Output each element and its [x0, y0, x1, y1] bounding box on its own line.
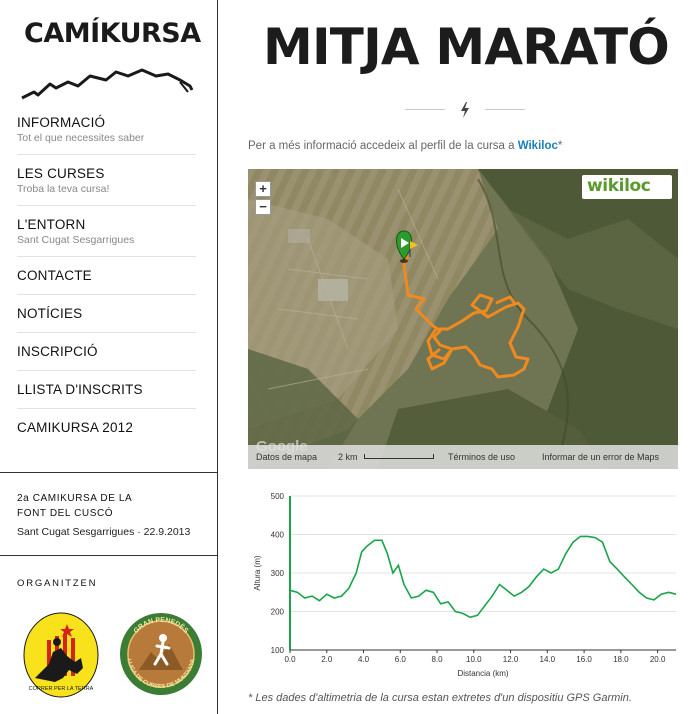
chart-x-tick-label: 4.0: [358, 655, 370, 664]
nav-item-camikursa-2012[interactable]: CAMIKURSA 2012: [17, 409, 196, 446]
nav-item-subtitle: Tot el que necessites saber: [17, 132, 145, 144]
svg-text:CORRER PER LA TERRA: CORRER PER LA TERRA: [29, 686, 94, 692]
intro-text: Per a més informació accedeix al perfil …: [248, 140, 562, 152]
route-track: [404, 278, 530, 379]
chart-ticks: 100 200 300 400 500 0.0 2.0 4.0 6.0 8.0 10.0 12.0 14…: [271, 492, 676, 664]
chart-y-tick-label: 300: [271, 569, 285, 578]
chart-y-tick-label: 500: [271, 492, 285, 501]
nav-item-inscripcio[interactable]: INSCRIPCIÓ: [17, 333, 196, 371]
zoom-in-button[interactable]: +: [255, 181, 271, 197]
map-scale-bar: [364, 454, 434, 459]
intro-text-body: Per a més informació accedeix al perfil …: [248, 140, 518, 152]
elevation-series-line: [289, 535, 677, 619]
mountain-line-icon: [21, 68, 194, 100]
nav-item-entorn[interactable]: L'ENTORN Sant Cugat Sesgarrigues: [17, 206, 196, 257]
nav-item-noticies[interactable]: NOTÍCIES: [17, 295, 196, 333]
nav-item-les-curses[interactable]: LES CURSES Troba la teva cursa!: [17, 155, 196, 206]
gran-penedes-logo[interactable]: GRAN PENEDÈS LLIGA DE CURSES DE MUNTANYA: [119, 612, 203, 696]
chart-x-tick-label: 6.0: [395, 655, 407, 664]
event-place-date: Sant Cugat Sesgarrigues · 22.9.2013: [17, 526, 191, 538]
chart-x-tick-label: 10.0: [466, 655, 482, 664]
event-info: 2a CAMIKURSA DE LA FONT DEL CUSCÓ Sant C…: [0, 472, 217, 556]
nav-item-label: NOTÍCIES: [17, 306, 83, 321]
chart-x-tick-label: 8.0: [431, 655, 443, 664]
map-report-link[interactable]: Informar de un error de Maps: [542, 452, 660, 462]
organizers-title: ORGANITZEN: [17, 578, 98, 589]
wikiloc-link[interactable]: Wikiloc: [517, 140, 558, 152]
lightning-icon: [461, 102, 469, 118]
chart-x-axis-label: Distancia (km): [457, 669, 508, 678]
map-scale-label: 2 km: [338, 452, 358, 462]
nav-item-label: CAMIKURSA 2012: [17, 420, 134, 435]
intro-asterisk: *: [557, 140, 563, 152]
correr-per-la-terra-logo[interactable]: CORRER PER LA TERRA: [23, 612, 99, 698]
chart-grid: [290, 495, 676, 651]
wikiloc-badge[interactable]: wikiloc: [582, 175, 672, 199]
nav-item-subtitle: Troba la teva cursa!: [17, 183, 110, 195]
title-divider: [405, 100, 525, 120]
map-footer: Datos de mapa 2 km Términos de uso Infor…: [248, 445, 678, 469]
nav-item-label: LES CURSES: [17, 166, 105, 181]
chart-y-axis-label: Altura (m): [253, 555, 262, 590]
chart-x-tick-label: 18.0: [613, 655, 629, 664]
chart-x-tick-label: 12.0: [503, 655, 519, 664]
nav-item-label: INSCRIPCIÓ: [17, 344, 98, 359]
main-navigation: INFORMACIÓ Tot el que necessites saber L…: [17, 104, 196, 446]
chart-x-tick-label: 16.0: [576, 655, 592, 664]
nav-item-informacio[interactable]: INFORMACIÓ Tot el que necessites saber: [17, 104, 196, 155]
page-title: MITJA MARATÓ: [263, 18, 670, 76]
nav-item-label: L'ENTORN: [17, 217, 86, 232]
event-title: 2a CAMIKURSA DE LA FONT DEL CUSCÓ: [17, 493, 132, 519]
chart-x-tick-label: 14.0: [540, 655, 556, 664]
elevation-chart: 100 200 300 400 500 0.0 2.0 4.0 6.0 8.0 10.0 12.0 14…: [253, 492, 677, 678]
map-data-link[interactable]: Datos de mapa: [256, 452, 318, 462]
site-logo[interactable]: CAMÍKURSA: [20, 14, 201, 104]
map-terms-link[interactable]: Términos de uso: [448, 452, 516, 462]
nav-item-subtitle: Sant Cugat Sesgarrigues: [17, 234, 135, 246]
nav-item-llista-inscrits[interactable]: LLISTA D'INSCRITS: [17, 371, 196, 409]
start-marker-icon[interactable]: [396, 230, 419, 263]
chart-y-tick-label: 400: [271, 531, 285, 540]
route-map[interactable]: + − wikiloc Google Datos de mapa 2 km Té…: [248, 169, 678, 469]
chart-y-tick-label: 100: [271, 646, 285, 655]
chart-x-tick-label: 2.0: [321, 655, 333, 664]
nav-item-label: LLISTA D'INSCRITS: [17, 382, 143, 397]
nav-item-label: INFORMACIÓ: [17, 115, 106, 130]
nav-item-label: CONTACTE: [17, 268, 92, 283]
chart-y-tick-label: 200: [271, 608, 285, 617]
chart-x-tick-label: 20.0: [650, 655, 666, 664]
wikiloc-badge-text: wikiloc: [587, 176, 651, 196]
organizers: ORGANITZEN: [17, 578, 97, 589]
site-logo-text: CAMÍKURSA: [24, 18, 201, 49]
elevation-footnote: * Les dades d'altimetria de la cursa est…: [248, 692, 632, 704]
chart-x-tick-label: 0.0: [284, 655, 296, 664]
zoom-out-button[interactable]: −: [255, 199, 271, 215]
sidebar: CAMÍKURSA INFORMACIÓ Tot el que necessit…: [0, 0, 218, 714]
main-content: MITJA MARATÓ Per a més informació accede…: [230, 0, 689, 714]
nav-item-contacte[interactable]: CONTACTE: [17, 257, 196, 295]
map-satellite-image: [248, 169, 678, 469]
